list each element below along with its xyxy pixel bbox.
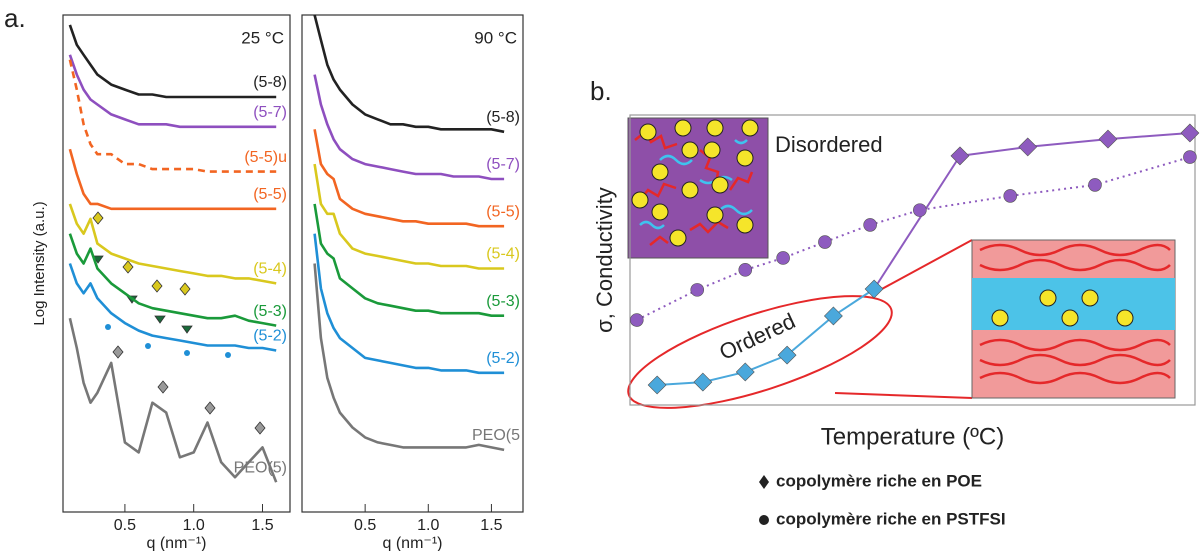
series-line — [68, 24, 277, 99]
marker — [1088, 178, 1102, 192]
series-line — [68, 54, 277, 129]
marker — [1003, 189, 1018, 203]
marker — [735, 362, 755, 382]
marker — [647, 375, 667, 395]
legend-label: copolymère riche en PSTFSI — [776, 509, 1006, 528]
plot-frame — [62, 14, 291, 513]
series-line — [873, 155, 961, 290]
inset-disordered — [627, 117, 769, 259]
inset-label: Disordered — [775, 132, 883, 157]
marker — [1180, 123, 1200, 143]
marker — [818, 235, 832, 249]
series-label: (5-7) — [253, 104, 287, 121]
series-line — [313, 263, 505, 452]
marker — [823, 306, 843, 326]
series-line — [68, 59, 277, 173]
series-line — [68, 233, 277, 327]
series-line — [68, 263, 277, 352]
marker — [738, 263, 753, 277]
series-line — [832, 288, 875, 317]
panel-label: b. — [590, 76, 612, 106]
series-line — [68, 148, 277, 211]
series-line — [636, 156, 1191, 321]
marker — [863, 218, 877, 232]
x-tick-label: 0.5 — [354, 517, 376, 534]
marker — [629, 313, 644, 327]
x-axis-label: q (nm⁻¹) — [147, 535, 207, 551]
series-label: (5-5) — [253, 186, 287, 203]
series-line — [313, 203, 505, 317]
series-line — [744, 354, 788, 373]
marker — [776, 251, 790, 265]
y-axis-label: Log Intensity (a.u.) — [31, 201, 48, 325]
series-line — [313, 233, 505, 375]
series-line — [1107, 131, 1190, 141]
series-label: (5-2) — [253, 328, 287, 345]
series-label: (5-5) — [486, 203, 520, 220]
chart-title: 25 °C — [241, 28, 284, 47]
series-label: (5-5)u — [244, 149, 287, 166]
panel-label: a. — [4, 3, 26, 33]
legend-label: copolymère riche en POE — [776, 471, 982, 490]
series-line — [313, 14, 505, 134]
series-label: PEO(5) — [234, 459, 287, 476]
marker — [1098, 129, 1118, 149]
legend-symbol — [759, 515, 769, 525]
series-label: (5-3) — [253, 303, 287, 320]
x-tick-label: 1.5 — [480, 517, 502, 534]
y-axis-label: σ, Conductivity — [592, 187, 617, 333]
series-label: (5-3) — [486, 293, 520, 310]
marker — [777, 345, 797, 365]
series-label: (5-4) — [253, 261, 287, 278]
series-line — [313, 163, 505, 270]
x-axis-label: Temperature (ºC) — [821, 423, 1004, 450]
marker — [690, 283, 705, 297]
series-line — [313, 129, 505, 228]
inset-ordered — [834, 239, 1176, 399]
highlight-ellipse — [627, 295, 893, 409]
marker — [1018, 137, 1038, 157]
legend-symbol — [759, 475, 769, 489]
plot-frame — [301, 14, 524, 513]
x-tick-label: 1.5 — [251, 517, 273, 534]
series-line — [68, 203, 277, 285]
series-line — [786, 315, 835, 356]
series-label: (5-8) — [486, 109, 520, 126]
marker — [693, 372, 713, 392]
x-tick-label: 0.5 — [114, 517, 136, 534]
series-label: (5-4) — [486, 246, 520, 263]
marker — [950, 146, 970, 166]
series-label: (5-2) — [486, 350, 520, 367]
series-label: (5-7) — [486, 156, 520, 173]
marker — [1183, 150, 1197, 164]
series-line — [1027, 138, 1109, 148]
series-line — [68, 317, 278, 483]
series-line — [959, 145, 1028, 157]
series-label: PEO(5 — [472, 427, 520, 444]
x-tick-label: 1.0 — [183, 517, 205, 534]
marker — [864, 279, 884, 299]
peak-dots — [105, 324, 231, 358]
marker — [913, 203, 927, 217]
chart-title: 90 °C — [474, 28, 517, 47]
series-line — [313, 74, 505, 181]
x-tick-label: 1.0 — [417, 517, 439, 534]
plot-frame — [629, 114, 1196, 406]
series-label: (5-8) — [253, 74, 287, 91]
x-axis-label: q (nm⁻¹) — [383, 535, 443, 551]
